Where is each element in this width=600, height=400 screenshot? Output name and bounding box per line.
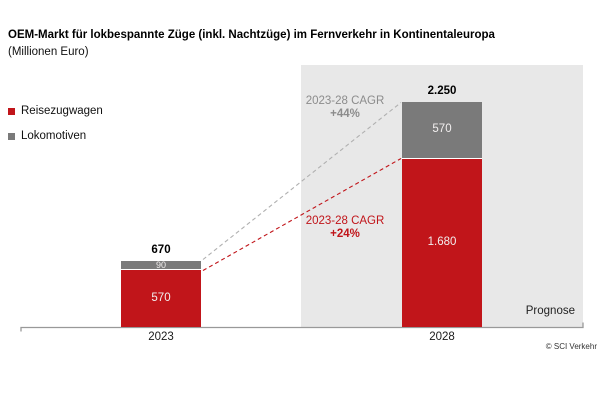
cagr-percent-label: +24% <box>330 228 360 240</box>
x-tick-2028: 2028 <box>429 331 455 343</box>
legend-label: Lokomotiven <box>21 130 87 142</box>
legend-swatch-red-icon <box>8 107 15 115</box>
cagr-period-label: 2023-28 CAGR <box>305 215 385 227</box>
legend-item-lokomotiven: Lokomotiven <box>8 130 103 142</box>
bar-segment-reisezugwagen-2023: 570 <box>121 270 201 327</box>
bar-total-label-2028: 2.250 <box>427 85 457 97</box>
bar-segment-reisezugwagen-2028: 1.680 <box>402 159 482 327</box>
cagr-annotation-reisezugwagen: 2023-28 CAGR +24% <box>275 215 415 241</box>
bar-segment-lokomotiven-2028: 570 <box>402 102 482 159</box>
prognose-label: Prognose <box>525 305 575 317</box>
x-tick-2023: 2023 <box>148 331 174 343</box>
cagr-period-label: 2023-28 CAGR <box>305 95 385 107</box>
bar-segment-lokomotiven-2023: 90 <box>121 259 201 270</box>
bar-2028: 2.250 570 1.680 <box>402 85 482 327</box>
chart-title: OEM-Markt für lokbespannte Züge (inkl. N… <box>8 29 495 41</box>
segment-value-label: 90 <box>155 259 166 270</box>
legend-item-reisezugwagen: Reisezugwagen <box>8 105 103 117</box>
cagr-annotation-lokomotiven: 2023-28 CAGR +44% <box>275 95 415 121</box>
bar-2023: 670 90 570 <box>121 244 201 327</box>
copyright-note: © SCI Verkehr <box>545 342 597 351</box>
legend-swatch-gray-icon <box>8 132 15 140</box>
legend-label: Reisezugwagen <box>21 105 103 117</box>
bar-total-label-2023: 670 <box>151 244 171 256</box>
segment-value-label: 570 <box>432 123 452 136</box>
segment-value-label: 570 <box>151 291 171 304</box>
cagr-percent-label: +44% <box>330 108 360 120</box>
legend: Reisezugwagen Lokomotiven <box>8 105 103 155</box>
chart-subtitle: (Millionen Euro) <box>8 46 89 58</box>
segment-value-label: 1.680 <box>427 236 457 249</box>
